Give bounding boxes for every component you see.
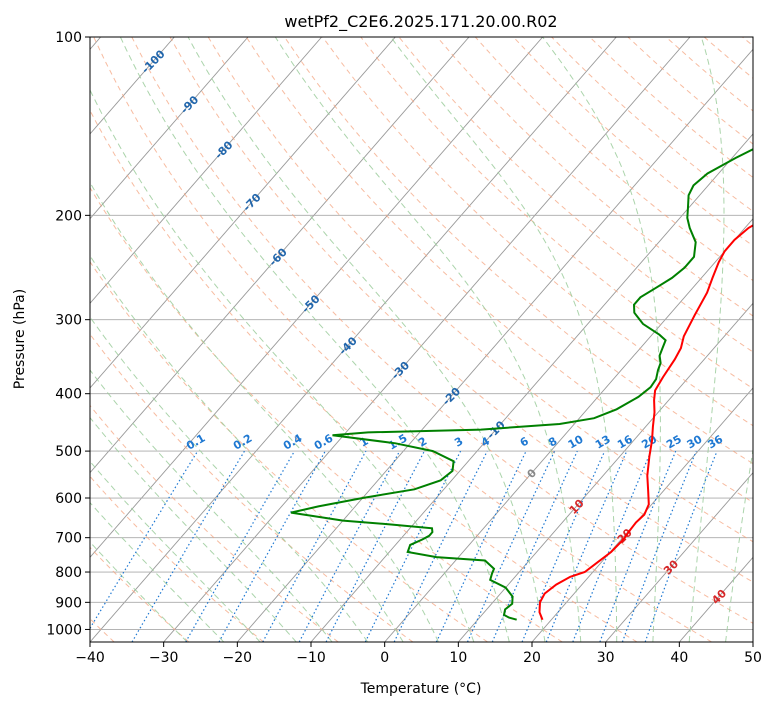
y-tick-label: 300	[55, 313, 82, 329]
isotherm-line	[384, 217, 753, 642]
isotherm-line	[605, 471, 753, 642]
x-axis-ticks: −40 −30 −20 −10 0 10 20 30 40 50	[75, 642, 762, 666]
moist-adiabat-line	[274, 37, 582, 642]
y-axis-label: Pressure (hPa)	[12, 289, 28, 389]
y-tick-label: 700	[55, 531, 82, 547]
mixing-ratio-line	[298, 450, 401, 642]
moist-adiabat-line	[688, 37, 725, 642]
moist-adiabat-line	[90, 181, 439, 642]
y-tick-label: 400	[55, 387, 82, 403]
y-tick-label: 100	[55, 30, 82, 46]
plot-area: 0.1 0.2 0.4 0.6 1 1.5 2 3 4 6 8 10 13 16 20 25 30 36 -100…	[90, 37, 753, 642]
x-tick-label: −30	[149, 650, 179, 666]
x-tick-label: 40	[670, 650, 688, 666]
x-tick-label: 20	[523, 650, 541, 666]
dry-adiabat-line	[284, 37, 753, 465]
dry-adiabat-lines	[90, 37, 753, 642]
mixing-ratio-line	[90, 450, 199, 630]
dry-adiabat-line	[93, 37, 712, 642]
mixing-ratio-line	[644, 450, 718, 642]
isotherm-line	[90, 37, 617, 642]
mixing-ratio-line	[364, 450, 462, 642]
dewpoint-line	[290, 148, 753, 621]
x-tick-label: 10	[449, 650, 467, 666]
mixing-ratio-line	[621, 450, 697, 642]
y-tick-label: 800	[55, 565, 82, 581]
mixing-ratio-lines	[90, 450, 718, 642]
mixing-ratio-line	[545, 450, 628, 642]
mixing-ratio-line	[599, 450, 677, 642]
y-axis-ticks: 1000 900 800 700 600 500 400 300 200 100	[46, 30, 90, 638]
dry-adiabat-line	[90, 404, 339, 642]
isotherm-line	[90, 37, 396, 389]
isotherm-line	[457, 302, 753, 642]
x-tick-label: 50	[744, 650, 762, 666]
isotherm-line	[90, 37, 323, 304]
moist-adiabat-line	[90, 460, 261, 642]
y-tick-label: 900	[55, 595, 82, 611]
mixing-ratio-line	[572, 450, 652, 642]
dry-adiabat-line	[90, 186, 563, 642]
isotherm-line	[531, 387, 753, 642]
moist-adiabat-line	[542, 37, 661, 642]
moist-adiabat-line	[725, 446, 753, 642]
dry-adiabat-line	[90, 260, 488, 642]
dry-adiabat-line	[131, 37, 753, 624]
y-tick-label: 600	[55, 491, 82, 507]
chart-title: wetPf2_C2E6.2025.171.20.00.R02	[284, 12, 557, 32]
x-tick-label: 30	[597, 650, 615, 666]
isotherm-lines	[90, 37, 753, 642]
mixing-ratio-line	[218, 450, 326, 642]
moist-adiabat-line	[119, 37, 510, 642]
mixing-ratio-line	[491, 450, 578, 642]
x-tick-label: −20	[223, 650, 253, 666]
x-tick-label: −40	[75, 650, 105, 666]
isotherm-line	[90, 37, 470, 474]
x-tick-label: −10	[296, 650, 326, 666]
plot-frame	[89, 36, 754, 643]
dry-adiabat-line	[90, 333, 414, 642]
isotherm-line	[236, 48, 753, 642]
mixing-ratio-line	[521, 450, 606, 642]
temperature-line	[538, 224, 753, 621]
moist-adiabat-line	[90, 416, 297, 642]
dry-adiabat-line	[90, 109, 638, 642]
dry-adiabat-line	[169, 37, 753, 583]
y-tick-label: 500	[55, 444, 82, 460]
isobar-gridlines	[90, 37, 753, 630]
moist-adiabat-line	[90, 88, 475, 642]
dry-adiabat-line	[90, 475, 264, 642]
isotherm-line	[90, 37, 544, 559]
dry-adiabat-line	[398, 37, 753, 353]
x-tick-label: 0	[380, 650, 389, 666]
x-axis-label: Temperature (°C)	[360, 681, 482, 697]
isotherm-line	[163, 37, 691, 642]
y-tick-label: 200	[55, 208, 82, 224]
y-tick-label: 1000	[46, 622, 82, 638]
isotherm-line	[90, 37, 249, 220]
moist-adiabat-line	[90, 316, 369, 642]
mixing-ratio-line	[262, 450, 367, 642]
moist-adiabat-line	[90, 369, 333, 642]
moist-adiabat-line	[187, 37, 546, 642]
